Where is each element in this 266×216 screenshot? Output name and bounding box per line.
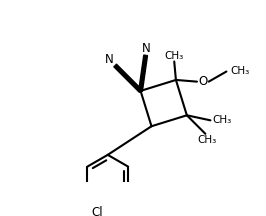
Text: N: N [142,42,151,55]
Text: O: O [198,75,207,88]
Text: CH₃: CH₃ [165,51,184,60]
Text: CH₃: CH₃ [197,135,217,145]
Text: N: N [105,53,114,66]
Text: CH₃: CH₃ [231,66,250,76]
Text: CH₃: CH₃ [213,115,232,125]
Text: Cl: Cl [92,206,103,216]
